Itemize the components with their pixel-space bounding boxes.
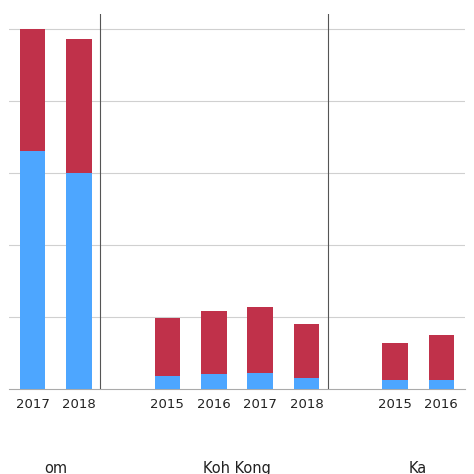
Bar [155, 376, 180, 389]
Bar [294, 324, 319, 378]
Bar [20, 151, 46, 389]
Bar [20, 28, 46, 151]
Text: Ka: Ka [409, 461, 427, 474]
Bar [294, 378, 319, 389]
Bar [66, 173, 92, 389]
Bar [428, 380, 454, 389]
Bar [382, 343, 408, 380]
Bar [201, 374, 227, 389]
Bar [155, 318, 180, 376]
Bar [428, 336, 454, 380]
Bar [201, 311, 227, 374]
Bar [66, 39, 92, 173]
Bar [382, 380, 408, 389]
Text: Koh Kong: Koh Kong [203, 461, 271, 474]
Text: om: om [45, 461, 67, 474]
Bar [247, 373, 273, 389]
Bar [247, 307, 273, 373]
